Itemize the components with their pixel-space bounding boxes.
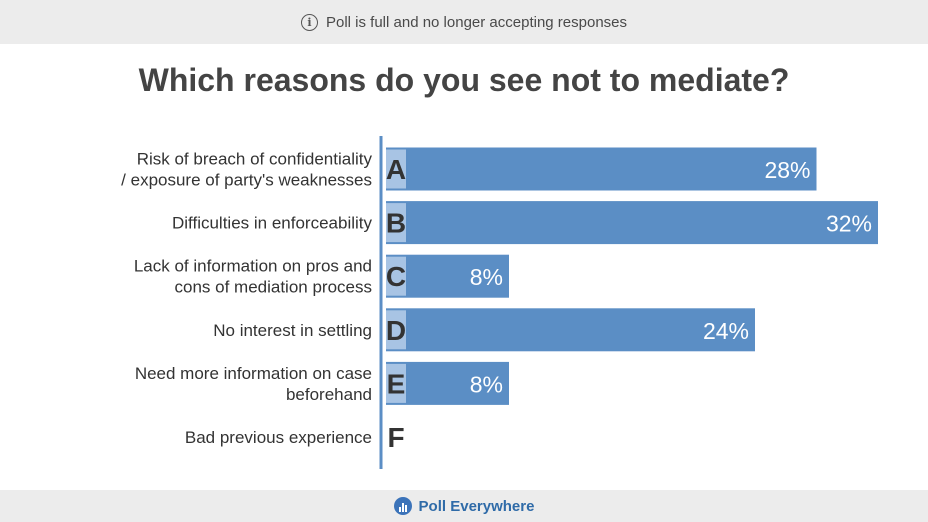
bar-letter-e: E — [387, 368, 406, 399]
banner-text: Poll is full and no longer accepting res… — [325, 13, 628, 31]
footer-brand-text: Poll Everywhere — [418, 497, 535, 515]
footer-branding: Poll Everywhere — [0, 490, 928, 522]
bar-e — [386, 361, 509, 405]
letter-box-e — [386, 363, 406, 403]
category-label-e: beforehand — [286, 385, 372, 404]
bar-letter-c: C — [386, 261, 406, 292]
value-label-d: 24% — [703, 318, 749, 344]
category-label-f: Bad previous experience — [185, 428, 372, 447]
info-icon: i — [300, 13, 318, 31]
value-label-a: 28% — [764, 157, 810, 183]
bar-letter-a: A — [386, 154, 406, 185]
value-label-b: 32% — [826, 211, 872, 237]
letter-box-a — [386, 149, 406, 189]
bar-c — [386, 254, 509, 298]
value-label-e: 8% — [470, 371, 503, 397]
category-label-c: cons of mediation process — [175, 278, 373, 297]
category-label-b: Difficulties in enforceability — [172, 214, 372, 233]
category-label-a: / exposure of party's weaknesses — [121, 171, 372, 190]
letter-box-c — [386, 256, 406, 296]
category-label-a: Risk of breach of confidentiality — [137, 150, 373, 169]
category-label-d: No interest in settling — [213, 321, 372, 340]
category-label-c: Lack of information on pros and — [134, 257, 372, 276]
poll-question-title: Which reasons do you see not to mediate? — [138, 62, 790, 98]
poll-everywhere-logo-icon — [393, 497, 412, 515]
letter-box-b — [386, 203, 406, 243]
letter-box-d — [386, 310, 406, 350]
bar-d — [386, 308, 755, 352]
bar-b — [386, 201, 878, 245]
category-label-e: Need more information on case — [135, 364, 372, 383]
bar-letter-b: B — [386, 208, 406, 239]
value-label-c: 8% — [470, 264, 503, 290]
bar-a — [386, 147, 817, 191]
bar-letter-f: F — [387, 422, 404, 453]
poll-closed-banner: i Poll is full and no longer accepting r… — [0, 0, 928, 44]
bar-letter-d: D — [386, 315, 406, 346]
